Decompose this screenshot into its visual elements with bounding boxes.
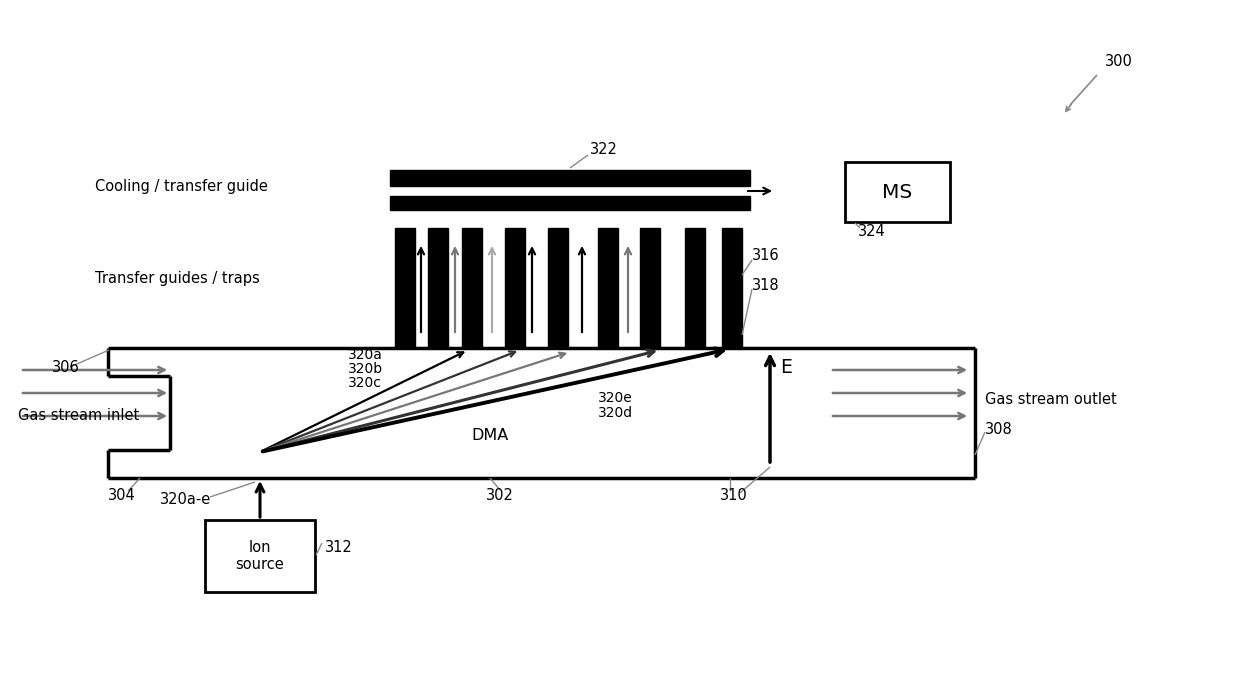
Text: 302: 302 xyxy=(486,488,513,503)
Text: Gas stream inlet: Gas stream inlet xyxy=(19,408,139,423)
Text: 320b: 320b xyxy=(348,362,383,376)
Text: 322: 322 xyxy=(590,142,618,157)
Bar xyxy=(391,196,750,210)
Text: 306: 306 xyxy=(52,360,79,375)
Bar xyxy=(505,228,525,348)
Text: E: E xyxy=(780,358,792,377)
Text: 310: 310 xyxy=(720,488,748,503)
Text: MS: MS xyxy=(883,183,913,202)
Bar xyxy=(684,228,706,348)
Text: 316: 316 xyxy=(751,248,780,263)
Bar xyxy=(722,228,742,348)
Text: 320d: 320d xyxy=(598,406,634,420)
Bar xyxy=(598,228,618,348)
Bar xyxy=(640,228,660,348)
Text: 320a-e: 320a-e xyxy=(160,492,211,508)
Text: 318: 318 xyxy=(751,278,780,293)
Text: 320a: 320a xyxy=(348,348,383,362)
Text: 300: 300 xyxy=(1105,55,1133,70)
Text: DMA: DMA xyxy=(471,428,508,443)
Bar xyxy=(844,162,950,222)
Bar xyxy=(396,228,415,348)
Text: 320e: 320e xyxy=(598,391,632,405)
Bar xyxy=(428,228,448,348)
Text: 308: 308 xyxy=(985,423,1013,438)
Text: Transfer guides / traps: Transfer guides / traps xyxy=(95,270,259,285)
Bar xyxy=(391,170,750,186)
Text: Gas stream outlet: Gas stream outlet xyxy=(985,393,1117,408)
Text: 304: 304 xyxy=(108,488,135,503)
Text: 312: 312 xyxy=(325,540,352,555)
Text: 324: 324 xyxy=(858,224,885,239)
Bar xyxy=(463,228,482,348)
Bar xyxy=(205,520,315,592)
Text: Cooling / transfer guide: Cooling / transfer guide xyxy=(95,179,268,194)
Bar xyxy=(548,228,568,348)
Text: Ion
source: Ion source xyxy=(236,540,284,573)
Text: 320c: 320c xyxy=(348,376,382,390)
